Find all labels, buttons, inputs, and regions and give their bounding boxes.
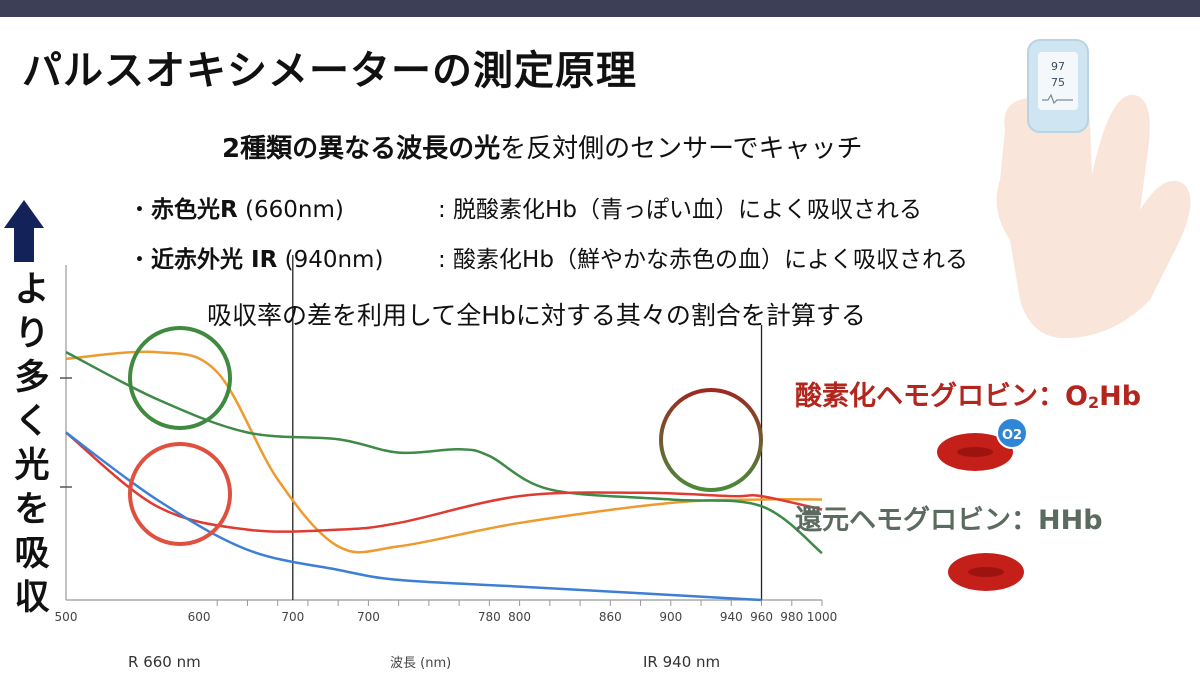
highlight-circle-red bbox=[128, 442, 232, 546]
y-axis-label: よ り 多 く 光 を 吸 収 bbox=[10, 268, 54, 620]
ylabel-char: 収 bbox=[14, 578, 50, 618]
ylabel-char: を bbox=[14, 490, 50, 530]
up-arrow-icon bbox=[4, 200, 44, 262]
x-tick-label: 500 bbox=[54, 610, 78, 624]
highlight-circle-green bbox=[128, 326, 232, 430]
ylabel-char: く bbox=[14, 402, 50, 442]
ylabel-char: 吸 bbox=[14, 534, 50, 574]
ylabel-char: り bbox=[14, 314, 50, 354]
oxy-hemoglobin-label: 酸素化ヘモグロビン：O2Hb bbox=[795, 374, 1141, 413]
x-tick-label: 960 bbox=[750, 610, 773, 624]
bullet-prefix: ・ bbox=[128, 247, 151, 273]
x-tick-label: 600 bbox=[187, 610, 211, 624]
bullet-name: 赤色光R bbox=[151, 197, 238, 223]
oxy-label-tail: Hb bbox=[1099, 381, 1142, 412]
hand-oximeter-illustration: 97 75 bbox=[996, 39, 1191, 339]
x-tick-label: 700 bbox=[281, 610, 305, 624]
x-tick-label: 780 bbox=[477, 610, 501, 624]
marker-label-red: R 660 nm bbox=[128, 653, 201, 671]
x-tick-label: 700 bbox=[356, 610, 380, 624]
ylabel-char: よ bbox=[14, 270, 50, 310]
x-tick-label: 940 bbox=[719, 610, 743, 624]
x-tick-label: 980 bbox=[780, 610, 804, 624]
bullet-wavelength: (660nm) bbox=[237, 197, 344, 223]
oxy-blood-cell-icon: O2 bbox=[937, 417, 1028, 471]
bullet-wavelength: (940nm) bbox=[277, 247, 384, 273]
oximeter-readout-2: 75 bbox=[1051, 76, 1065, 89]
series-blue bbox=[65, 431, 762, 602]
oximeter-readout-1: 97 bbox=[1051, 60, 1065, 73]
series-orange bbox=[65, 350, 823, 554]
series-green bbox=[65, 350, 823, 555]
oxy-label-sub: 2 bbox=[1087, 393, 1100, 412]
bullet-description: : 脱酸素化Hb（青っぽい血）によく吸収される bbox=[438, 197, 922, 223]
bullet-name: 近赤外光 IR bbox=[151, 247, 278, 273]
series-red bbox=[65, 431, 823, 533]
bullet-prefix: ・ bbox=[128, 197, 151, 223]
x-tick-label: 1000 bbox=[806, 610, 838, 624]
x-tick-label: 860 bbox=[598, 610, 622, 624]
top-bar bbox=[0, 0, 1200, 17]
subtitle-rest: を反対側のセンサーでキャッチ bbox=[500, 134, 863, 164]
bullet-red-light: ・赤色光R (660nm) : 脱酸素化Hb（青っぽい血）によく吸収される bbox=[128, 190, 922, 224]
x-tick-label: 800 bbox=[508, 610, 532, 624]
subtitle-emphasis: 2種類の異なる波長の光 bbox=[222, 134, 501, 164]
subtitle: 2種類の異なる波長の光を反対側のセンサーでキャッチ bbox=[222, 128, 863, 165]
o2-badge: O2 bbox=[1002, 428, 1022, 443]
x-tick-label: 900 bbox=[659, 610, 683, 624]
x-axis-label: 波長 (nm) bbox=[390, 656, 452, 671]
ylabel-char: 多 bbox=[14, 358, 50, 398]
deoxy-blood-cell-icon bbox=[948, 553, 1024, 591]
oxy-label-main: 酸素化ヘモグロビン：O bbox=[795, 381, 1088, 412]
highlight-circle-ir bbox=[659, 388, 763, 492]
marker-label-ir: IR 940 nm bbox=[643, 653, 721, 671]
bullet-near-infrared: ・近赤外光 IR (940nm) : 酸素化Hb（鮮やかな赤色の血）によく吸収さ… bbox=[128, 240, 968, 274]
slide-title: パルスオキシメーターの測定原理 bbox=[22, 48, 637, 94]
bullet-description: : 酸素化Hb（鮮やかな赤色の血）によく吸収される bbox=[438, 247, 968, 273]
deoxy-hemoglobin-label: 還元ヘモグロビン：HHb bbox=[795, 505, 1103, 536]
ratio-explanation: 吸収率の差を利用して全Hbに対する其々の割合を計算する bbox=[207, 301, 866, 330]
ylabel-char: 光 bbox=[14, 446, 50, 486]
